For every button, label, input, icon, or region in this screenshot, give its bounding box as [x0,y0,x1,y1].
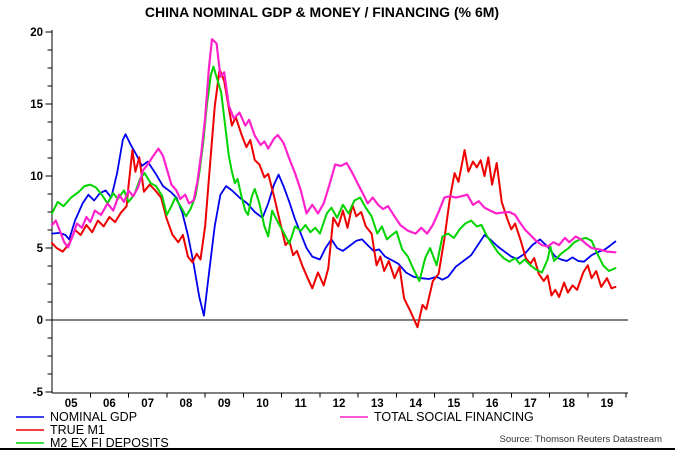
series-line-nominal-gdp [51,133,617,317]
x-tick-label: 14 [409,398,422,410]
series-line-true-m1 [51,68,617,329]
x-tick-label: 16 [486,398,499,410]
x-tick-label: 19 [601,398,614,410]
source-credit: Source: Thomson Reuters Datastream [500,434,663,445]
chart-title: CHINA NOMINAL GDP & MONEY / FINANCING (%… [145,4,499,20]
y-tick-label: 15 [30,99,43,111]
x-tick-label: 10 [256,398,269,410]
legend: NOMINAL GDP TRUE M1 M2 EX FI DEPOSITS TO… [16,410,534,450]
x-tick-label: 13 [371,398,384,410]
y-tick-label: -5 [33,387,44,399]
x-tick-label: 06 [103,398,116,410]
legend-label-m2-ex-fi-deposits: M2 EX FI DEPOSITS [50,436,169,450]
x-tick-label: 07 [141,398,154,410]
series-lines [50,38,617,329]
series-line-m2-ex-fi-deposits [51,65,617,283]
x-tick-label: 17 [524,398,537,410]
x-tick-label: 09 [218,398,231,410]
x-tick-label: 08 [180,398,193,410]
y-tick-label: 5 [37,243,44,255]
x-tick-label: 12 [333,398,346,410]
legend-label-nominal-gdp: NOMINAL GDP [50,410,137,424]
legend-label-true-m1: TRUE M1 [50,423,105,437]
x-tick-label: 05 [65,398,78,410]
bottom-border [0,448,675,450]
y-tick-label: 0 [37,315,43,327]
x-tick-label: 11 [295,398,308,410]
legend-label-total-social-financing: TOTAL SOCIAL FINANCING [374,410,534,424]
x-tick-label: 15 [447,398,460,410]
y-tick-label: 20 [30,27,43,39]
x-tick-label: 18 [562,398,575,410]
y-tick-label: 10 [30,171,43,183]
series-line-total-social-financing [50,38,617,254]
